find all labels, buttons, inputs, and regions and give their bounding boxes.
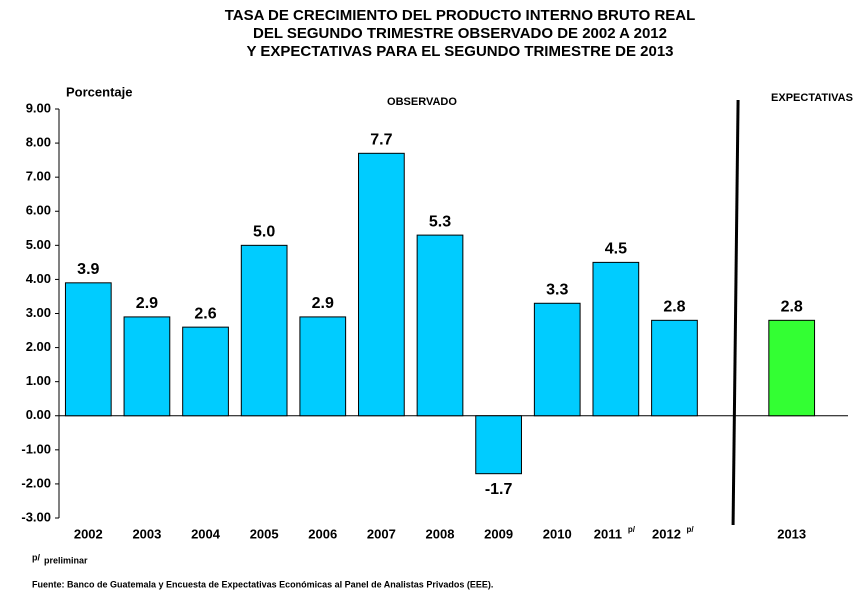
- y-tick-label: 3.00: [26, 305, 51, 320]
- y-tick-label: 0.00: [26, 407, 51, 422]
- x-tick-superscript: p/: [686, 525, 694, 534]
- divider: [731, 99, 740, 526]
- source: Fuente: Banco de Guatemala y Encuesta de…: [32, 579, 493, 589]
- y-axis-label: Porcentaje: [66, 84, 132, 99]
- x-tick-label: 2008: [426, 526, 455, 541]
- value-label: -1.7: [485, 481, 513, 498]
- y-tick-label: -3.00: [21, 509, 51, 524]
- bar: [533, 302, 581, 417]
- value-label: 2.8: [663, 299, 685, 316]
- value-label: 3.9: [77, 261, 99, 278]
- chart-title: DEL SEGUNDO TRIMESTRE OBSERVADO DE 2002 …: [253, 25, 667, 42]
- x-tick-superscript: p/: [628, 525, 636, 534]
- bar: [592, 261, 640, 417]
- footnote: preliminar: [44, 555, 88, 565]
- x-tick-label: 2011: [594, 526, 622, 541]
- x-tick-label: 2004: [191, 526, 221, 541]
- x-tick-label: 2007: [367, 526, 396, 541]
- x-tick-label: 2010: [543, 526, 572, 541]
- x-tick-label: 2002: [74, 526, 103, 541]
- bar: [299, 316, 347, 417]
- x-tick-label: 2006: [308, 526, 337, 541]
- bar: [651, 319, 698, 417]
- y-tick-label: 4.00: [26, 271, 51, 286]
- value-label: 7.7: [370, 132, 392, 149]
- y-tick-label: 2.00: [26, 339, 51, 354]
- x-tick-label: 2012: [652, 526, 681, 541]
- bar: [358, 152, 405, 417]
- y-tick-label: 8.00: [26, 135, 51, 150]
- x-tick-label: 2003: [132, 526, 161, 541]
- bar: [64, 282, 112, 417]
- y-tick-label: -2.00: [21, 475, 51, 490]
- value-label: 2.9: [136, 295, 158, 312]
- bar: [123, 316, 171, 417]
- x-tick-label: 2005: [250, 526, 279, 541]
- chart-title: TASA DE CRECIMIENTO DEL PRODUCTO INTERNO…: [225, 7, 696, 24]
- value-label: 5.0: [253, 224, 275, 241]
- y-tick-label: 1.00: [26, 373, 51, 388]
- y-tick-label: 5.00: [26, 237, 51, 252]
- value-label: 4.5: [605, 241, 627, 258]
- y-tick-label: 9.00: [26, 100, 51, 115]
- value-label: 2.8: [781, 299, 803, 316]
- annotation: OBSERVADO: [387, 96, 457, 108]
- bar: [416, 234, 464, 417]
- bar: [768, 319, 816, 417]
- value-label: 3.3: [546, 281, 568, 298]
- bar: [182, 326, 229, 417]
- value-label: 5.3: [429, 213, 451, 230]
- bar: [240, 244, 288, 417]
- y-tick-label: 6.00: [26, 203, 51, 218]
- chart-title: Y EXPECTATIVAS PARA EL SEGUNDO TRIMESTRE…: [246, 43, 673, 60]
- bar: [475, 415, 522, 475]
- value-label: 2.6: [194, 305, 216, 322]
- footnote-mark: p/: [32, 552, 40, 562]
- x-tick-label: 2009: [484, 526, 513, 541]
- value-label: 2.9: [312, 295, 334, 312]
- y-tick-label: 7.00: [26, 169, 51, 184]
- x-tick-label: 2013: [777, 526, 806, 541]
- y-tick-label: -1.00: [21, 441, 51, 456]
- annotation: EXPECTATIVAS: [771, 92, 853, 104]
